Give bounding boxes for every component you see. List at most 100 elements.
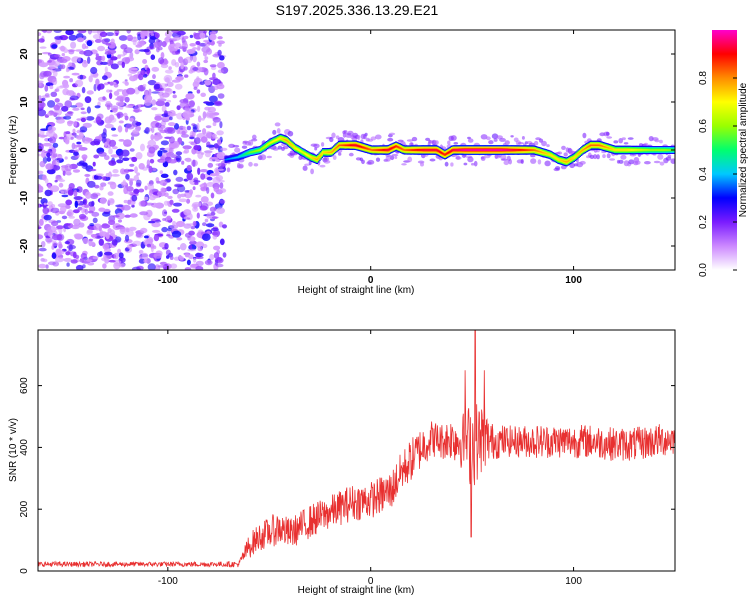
noise-speckle [164,77,170,83]
ridge-halo [620,154,627,160]
ridge-cell [272,140,275,143]
ridge-cell [521,149,524,151]
noise-speckle [192,186,196,191]
noise-speckle [110,63,119,70]
colorbar-tick-label: 0.6 [698,119,709,133]
ridge-cell [561,160,564,162]
ridge-cell [469,149,472,151]
spectrogram-x-tick-label: 100 [565,275,582,286]
noise-speckle [64,223,71,226]
noise-speckle [104,251,113,256]
ridge-cell [479,149,482,151]
noise-speckle [152,229,161,233]
ridge-cell [412,149,415,151]
ridge-cell [519,149,522,151]
ridge-cell [555,158,558,160]
noise-speckle [175,151,183,156]
ridge-cell [347,144,350,146]
noise-speckle [66,211,72,217]
ridge-halo [425,137,431,141]
noise-speckle [200,186,208,192]
ridge-halo [274,122,281,127]
noise-speckle [148,189,153,197]
noise-speckle [161,150,168,153]
noise-speckle [208,95,218,103]
noise-speckle [65,67,70,73]
noise-speckle [38,247,47,252]
noise-speckle [102,263,107,269]
ridge-halo [304,163,311,166]
ridge-cell [358,145,361,148]
ridge-cell [337,144,340,147]
noise-speckle [212,234,218,240]
ridge-halo [653,160,661,164]
ridge-halo [593,154,598,160]
ridge-halo [375,157,381,162]
noise-speckle [123,47,133,54]
noise-speckle [171,30,179,34]
ridge-cell [305,153,308,155]
ridge-halo [560,165,567,170]
noise-speckle [104,66,108,73]
noise-speckle [193,86,198,91]
noise-speckle [148,30,154,34]
ridge-cell [352,144,355,146]
ridge-halo [343,130,348,134]
ridge-cell [510,149,513,151]
ridge-cell [403,149,406,151]
ridge-cell [261,147,264,150]
noise-speckle [195,260,204,266]
noise-speckle [104,123,114,129]
ridge-cell [667,149,670,151]
noise-speckle [199,169,208,173]
noise-speckle [63,136,70,144]
noise-speckle [38,185,44,193]
noise-speckle [176,75,184,81]
noise-speckle [100,182,107,187]
noise-speckle [184,74,189,78]
noise-speckle [81,207,86,214]
ridge-cell [476,149,479,151]
noise-speckle [164,30,173,38]
noise-speckle [185,157,192,163]
ridge-cell [251,151,254,153]
noise-speckle [38,80,44,84]
noise-speckle [67,111,74,115]
noise-speckle [44,93,50,97]
figure-title: S197.2025.336.13.29.E21 [276,2,439,18]
noise-speckle [47,126,54,134]
noise-speckle [64,156,68,160]
ridge-cell [230,157,233,159]
noise-speckle [175,220,185,228]
ridge-cell [567,159,571,162]
noise-speckle [54,98,60,103]
noise-speckle [142,83,147,88]
noise-speckle [173,36,181,41]
noise-speckle [206,186,210,194]
ridge-cell [225,158,229,160]
ridge-halo [500,158,508,161]
noise-speckle [98,238,105,246]
ridge-cell [648,149,651,151]
noise-speckle [162,209,168,217]
noise-speckle [192,47,198,50]
noise-speckle [164,88,173,95]
noise-speckle [124,105,133,108]
noise-speckle [173,202,182,207]
noise-speckle [168,66,172,70]
ridge-cell [409,149,412,151]
spectrogram-y-tick-label: -10 [19,190,30,205]
noise-speckle [67,66,75,70]
noise-speckle [175,157,181,161]
ridge-cell [563,160,566,162]
noise-speckle [105,173,110,178]
noise-speckle [38,226,42,230]
ridge-cell [462,149,465,151]
ridge-halo [555,166,561,170]
ridge-halo [331,132,336,139]
noise-speckle [86,259,93,262]
noise-speckle [113,83,119,88]
ridge-cell [419,149,422,151]
ridge-cell [233,157,236,159]
noise-speckle [164,243,169,250]
